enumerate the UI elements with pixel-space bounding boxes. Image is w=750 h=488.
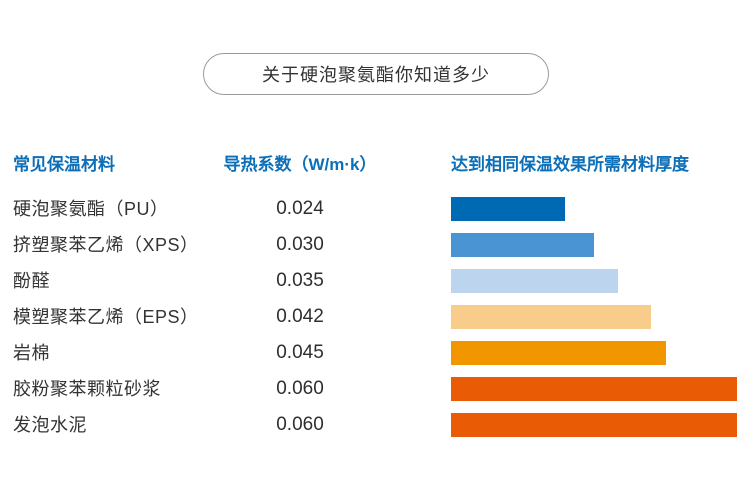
thickness-bar bbox=[451, 269, 618, 293]
title-box: 关于硬泡聚氨酯你知道多少 bbox=[203, 53, 549, 95]
table-row: 酚醛 0.035 bbox=[0, 263, 750, 299]
conductivity-value: 0.042 bbox=[276, 306, 324, 327]
conductivity-value: 0.030 bbox=[276, 234, 324, 255]
column-header-material: 常见保温材料 bbox=[13, 155, 115, 174]
conductivity-value: 0.024 bbox=[276, 198, 324, 219]
conductivity-value: 0.045 bbox=[276, 342, 324, 363]
thickness-bar bbox=[451, 341, 666, 365]
material-name: 硬泡聚氨酯（PU） bbox=[13, 199, 169, 219]
table-header-row: 常见保温材料 导热系数（W/m·k） 达到相同保温效果所需材料厚度 bbox=[0, 147, 750, 183]
material-name: 酚醛 bbox=[13, 271, 50, 291]
table-row: 硬泡聚氨酯（PU） 0.024 bbox=[0, 191, 750, 227]
table-row: 胶粉聚苯颗粒砂浆 0.060 bbox=[0, 371, 750, 407]
table-row: 发泡水泥 0.060 bbox=[0, 407, 750, 443]
table-row: 岩棉 0.045 bbox=[0, 335, 750, 371]
page-title: 关于硬泡聚氨酯你知道多少 bbox=[262, 65, 490, 85]
material-name: 胶粉聚苯颗粒砂浆 bbox=[13, 379, 161, 399]
material-rows: 硬泡聚氨酯（PU） 0.024 挤塑聚苯乙烯（XPS） 0.030 酚醛 0.035 模塑聚… bbox=[0, 191, 750, 443]
thickness-bar bbox=[451, 305, 651, 329]
material-name: 岩棉 bbox=[13, 343, 50, 363]
material-name: 发泡水泥 bbox=[13, 415, 87, 435]
table-row: 挤塑聚苯乙烯（XPS） 0.030 bbox=[0, 227, 750, 263]
material-name: 模塑聚苯乙烯（EPS） bbox=[13, 307, 199, 327]
material-name: 挤塑聚苯乙烯（XPS） bbox=[13, 235, 199, 255]
thickness-bar bbox=[451, 197, 565, 221]
thickness-bar bbox=[451, 233, 594, 257]
thickness-bar bbox=[451, 377, 737, 401]
conductivity-value: 0.060 bbox=[276, 414, 324, 435]
conductivity-value: 0.035 bbox=[276, 270, 324, 291]
column-header-conductivity: 导热系数（W/m·k） bbox=[223, 155, 377, 174]
table-row: 模塑聚苯乙烯（EPS） 0.042 bbox=[0, 299, 750, 335]
column-header-thickness: 达到相同保温效果所需材料厚度 bbox=[451, 155, 689, 174]
thickness-bar bbox=[451, 413, 737, 437]
conductivity-value: 0.060 bbox=[276, 378, 324, 399]
